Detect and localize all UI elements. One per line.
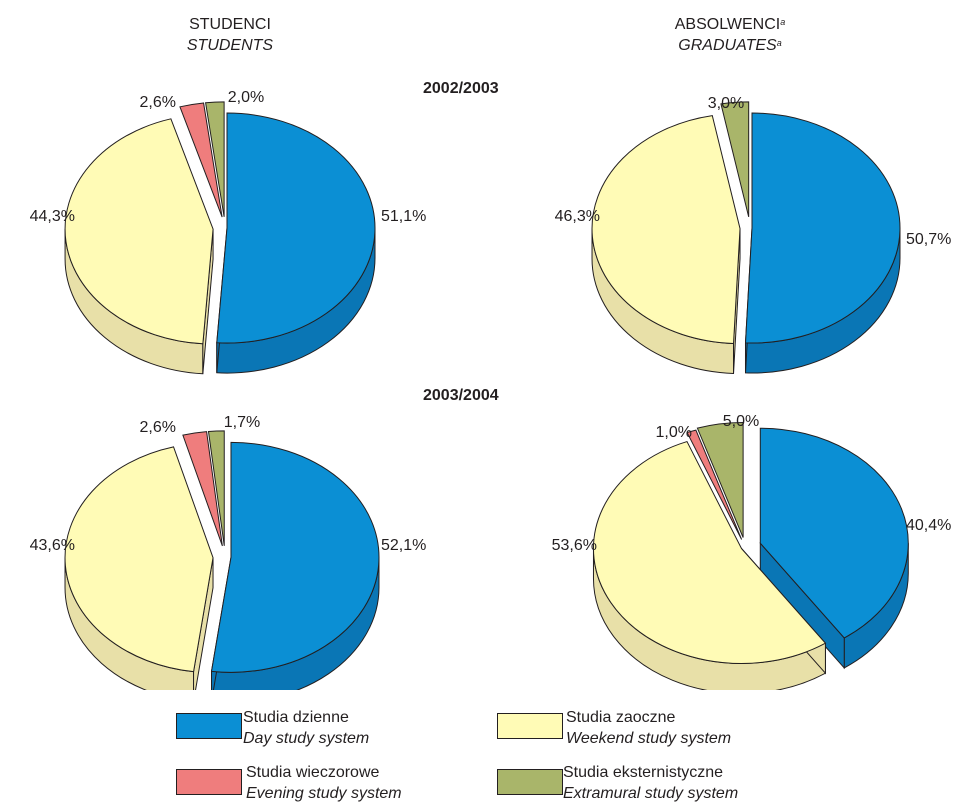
year-label-2002: 2002/2003 (423, 80, 499, 97)
graduates-header-en: GRADUATES (678, 37, 777, 54)
students-header-pl: STUDENCI (189, 16, 271, 33)
pie-slice-weekend (592, 440, 827, 665)
pie-chart-3: 52,1% 43,6% 2,6% 1,7% (30, 414, 426, 690)
pie-label-extramural: 3,0% (708, 95, 744, 112)
graduates-footnote-mark: a (780, 17, 786, 27)
legend-item-evening: Studia wieczorowe Evening study system (246, 762, 402, 804)
pie-slice-day (759, 427, 909, 639)
pie-slice-day (210, 441, 380, 673)
pie-label-evening: 2,6% (140, 94, 176, 111)
pie-label-extramural: 5,0% (723, 413, 759, 430)
pie-charts: 51,1% 44,3% 2,6% 2,0% 50,7% 46,3% 3,0% 52,1% 43,… (30, 89, 951, 690)
legend-label-day-pl: Studia dzienne (243, 709, 349, 726)
pie-slice-extramural (720, 101, 750, 217)
graduates-footnote-mark-en: a (776, 38, 782, 48)
legend-label-weekend-en: Weekend study system (566, 730, 732, 747)
pie-label-evening: 2,6% (140, 419, 176, 436)
pie-slice-day (216, 112, 376, 344)
legend-label-evening-pl: Studia wieczorowe (246, 764, 380, 781)
legend-label-evening-en: Evening study system (246, 785, 402, 802)
pie-slice-day (744, 112, 901, 344)
pie-slice-extramural (207, 430, 225, 546)
legend-item-weekend: Studia zaoczne Weekend study system (566, 707, 731, 749)
legend-label-extramural-en: Extramural study system (563, 785, 739, 802)
legend-item-day: Studia dzienne Day study system (243, 707, 369, 749)
graduates-header-pl-row: ABSOLWENCIa (630, 14, 830, 35)
pie-slice-weekend (64, 118, 214, 345)
pie-label-day: 50,7% (906, 231, 951, 248)
pie-slice-weekend (64, 446, 214, 673)
pie-slice-extramural (696, 422, 744, 538)
year-label-2003: 2003/2004 (423, 387, 499, 404)
legend-item-extramural: Studia eksternistyczne Extramural study … (563, 762, 738, 804)
pie-chart-1: 51,1% 44,3% 2,6% 2,0% (30, 89, 426, 375)
legend-label-extramural-pl: Studia eksternistyczne (563, 764, 724, 781)
students-header-en: STUDENTS (186, 37, 274, 54)
graduates-header-pl: ABSOLWENCI (674, 16, 781, 33)
pie-slice-evening (179, 102, 223, 218)
pie-slice-extramural (204, 101, 225, 217)
pie-label-extramural: 2,0% (228, 89, 264, 106)
graduates-header-en-row: GRADUATESa (630, 35, 830, 56)
graduates-header: ABSOLWENCIa GRADUATESa (630, 14, 830, 56)
pie-label-day: 52,1% (381, 537, 426, 554)
legend-label-weekend-pl: Studia zaoczne (566, 709, 676, 726)
legend-label-day-en: Day study system (243, 730, 370, 747)
pie-label-day: 51,1% (381, 208, 426, 225)
legend-swatch-weekend (497, 713, 563, 739)
pie-label-weekend: 43,6% (30, 537, 75, 554)
pie-label-weekend: 46,3% (555, 208, 600, 225)
pie-label-weekend: 44,3% (30, 208, 75, 225)
legend-swatch-day (176, 713, 242, 739)
pie-chart-4: 40,4% 53,6% 1,0% 5,0% (552, 413, 951, 690)
pie-slice-evening (182, 431, 223, 547)
pie-slice-weekend (591, 115, 741, 344)
legend-swatch-extramural (497, 769, 563, 795)
pie-label-weekend: 53,6% (552, 537, 597, 554)
pie-chart-2: 50,7% 46,3% 3,0% (555, 95, 951, 374)
pie-slice-evening (686, 429, 743, 540)
pie-label-evening: 1,0% (656, 424, 692, 441)
legend-swatch-evening (176, 769, 242, 795)
pie-label-extramural: 1,7% (224, 414, 260, 431)
students-header: STUDENCI STUDENTS (150, 14, 310, 56)
pie-label-day: 40,4% (906, 517, 951, 534)
